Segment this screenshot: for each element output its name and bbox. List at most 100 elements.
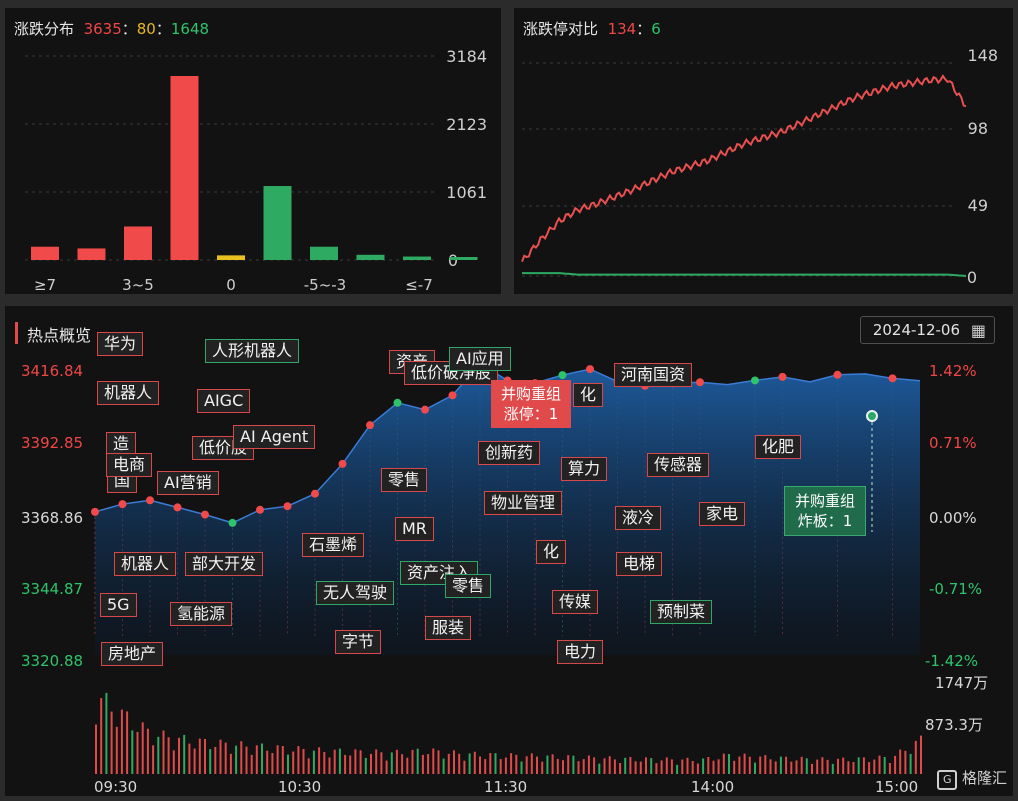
hot-dot-2[interactable]: [146, 496, 154, 505]
hot-dot-23[interactable]: [751, 376, 759, 385]
hot-dot-26[interactable]: [888, 374, 897, 383]
tag-western-development[interactable]: 部大开发: [185, 552, 264, 576]
calendar-icon[interactable]: ▦: [970, 321, 986, 340]
tag-graphene[interactable]: 石墨烯: [302, 533, 365, 557]
hot-dot-25[interactable]: [833, 370, 842, 379]
hot-dot-4[interactable]: [201, 510, 209, 519]
dist-bar-7: [356, 254, 385, 260]
tag-real-estate[interactable]: 房地产: [101, 642, 164, 666]
tag-prepared-food[interactable]: 预制菜: [650, 600, 713, 624]
hot-dot-11[interactable]: [393, 398, 402, 407]
tag-retail-2[interactable]: 零售: [445, 574, 492, 598]
limit-ratio-panel: 涨跌停对比 134：6 148 98 49 0: [514, 8, 1013, 294]
tag-humanoid-robot[interactable]: 人形机器人: [205, 339, 300, 363]
volume-bar-49: [349, 755, 352, 774]
tag-aigc[interactable]: AIGC: [197, 389, 251, 413]
volume-bar-83: [525, 756, 528, 774]
volume-label-mid: 873.3万: [925, 716, 983, 734]
tag-huawei[interactable]: 华为: [97, 332, 144, 356]
limit-ratio-title-text: 涨跌停对比: [523, 20, 599, 38]
volume-bar-22: [209, 749, 212, 774]
bubble-red-line1: 并购重组: [501, 385, 562, 403]
dist-xlabel-1: 3~5: [122, 276, 154, 294]
volume-bar-40: [302, 749, 305, 774]
hot-dot-22[interactable]: [696, 378, 704, 387]
dist-bar-6: [310, 246, 338, 260]
hot-dot-8[interactable]: [311, 489, 319, 498]
tag-liquid-cooling[interactable]: 液冷: [615, 506, 662, 530]
tag-henan-sasac[interactable]: 河南国资: [614, 363, 693, 387]
hot-dot-10[interactable]: [366, 421, 374, 430]
hot-dot-7[interactable]: [283, 502, 292, 511]
volume-bar-14: [167, 737, 170, 774]
tag-ai-agent[interactable]: AI Agent: [233, 425, 316, 449]
hot-dot-3[interactable]: [173, 503, 182, 512]
volume-bar-149: [868, 762, 871, 774]
distribution-title: 涨跌分布 3635：80：1648: [14, 18, 209, 39]
tag-ai-marketing[interactable]: AI营销: [157, 471, 219, 495]
tag-fertilizer[interactable]: 化肥: [755, 435, 802, 459]
hot-dot-18[interactable]: [586, 365, 594, 374]
tag-innovative-drugs[interactable]: 创新药: [478, 441, 541, 465]
volume-bar-102: [624, 757, 627, 774]
tag-apparel[interactable]: 服装: [425, 616, 472, 640]
volume-bar-131: [774, 761, 777, 774]
volume-bar-35: [276, 745, 279, 774]
hot-dot-24[interactable]: [778, 372, 787, 381]
volume-bar-80: [510, 753, 513, 774]
tag-media[interactable]: 传媒: [552, 590, 599, 614]
ratio-ytick-0: 148: [967, 46, 998, 65]
hot-dot-6[interactable]: [256, 505, 264, 514]
tag-5g[interactable]: 5G: [100, 593, 137, 617]
hot-dot-0[interactable]: [91, 507, 99, 516]
limit-ratio-title: 涨跌停对比 134：6: [523, 18, 661, 39]
tag-robot[interactable]: 机器人: [97, 381, 160, 405]
hot-dot-13[interactable]: [448, 391, 457, 400]
volume-bar-99: [608, 756, 611, 774]
volume-bar-52: [364, 757, 367, 774]
merger-blown-limit-bubble[interactable]: 并购重组 炸板：1: [784, 486, 867, 536]
volume-bar-70: [458, 753, 461, 774]
dist-bar-2: [124, 226, 152, 260]
hot-dot-5[interactable]: [228, 518, 237, 527]
hot-dot-17[interactable]: [558, 371, 567, 380]
tag-bytedance[interactable]: 字节: [335, 630, 382, 654]
tag-hua-partial[interactable]: 化: [573, 383, 604, 407]
volume-bar-8: [136, 731, 139, 774]
volume-bar-86: [541, 761, 544, 774]
volume-bar-139: [816, 759, 819, 774]
volume-label-max: 1747万: [935, 674, 989, 692]
tag-retail[interactable]: 零售: [381, 468, 428, 492]
merger-limit-up-bubble[interactable]: 并购重组 涨停：1: [491, 380, 572, 428]
date-picker[interactable]: 2024-12-06 ▦: [859, 316, 995, 344]
y-left-4: 3320.88: [21, 652, 84, 670]
tag-computing-power[interactable]: 算力: [561, 457, 608, 481]
tag-elevator[interactable]: 电梯: [616, 552, 663, 576]
hot-dot-9[interactable]: [338, 459, 347, 468]
volume-bar-51: [359, 750, 362, 774]
hot-dot-12[interactable]: [421, 405, 429, 414]
tag-electricity[interactable]: 电力: [557, 640, 604, 664]
tag-home-appliance[interactable]: 家电: [699, 502, 746, 526]
volume-bar-134: [790, 761, 793, 774]
tag-sensor[interactable]: 传感器: [647, 453, 710, 477]
selected-marker-dot[interactable]: [866, 410, 878, 422]
tag-ai-application[interactable]: AI应用: [449, 347, 511, 371]
tag-hydrogen-energy[interactable]: 氢能源: [170, 602, 233, 626]
volume-bar-97: [598, 763, 601, 774]
volume-bar-6: [126, 711, 129, 774]
tag-hua-partial-2[interactable]: 化: [536, 540, 567, 564]
tag-mr[interactable]: MR: [395, 517, 434, 541]
tag-property-management[interactable]: 物业管理: [484, 491, 563, 515]
volume-bar-20: [198, 738, 201, 774]
tag-robot-2[interactable]: 机器人: [114, 552, 177, 576]
volume-bar-93: [577, 761, 580, 774]
volume-bar-68: [447, 753, 450, 774]
tag-autonomous-driving[interactable]: 无人驾驶: [316, 581, 395, 605]
volume-bar-101: [619, 763, 622, 774]
tag-ecommerce[interactable]: 电商: [106, 453, 153, 477]
hot-dot-1[interactable]: [118, 500, 127, 509]
y-right-0: 1.42%: [929, 362, 977, 380]
volume-bar-69: [453, 750, 455, 774]
volume-bar-46: [333, 749, 336, 774]
